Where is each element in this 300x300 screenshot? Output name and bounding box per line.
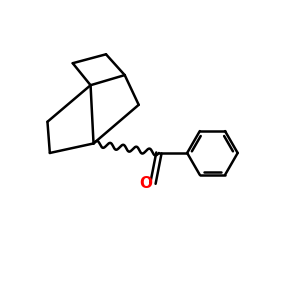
Text: O: O bbox=[139, 176, 152, 191]
